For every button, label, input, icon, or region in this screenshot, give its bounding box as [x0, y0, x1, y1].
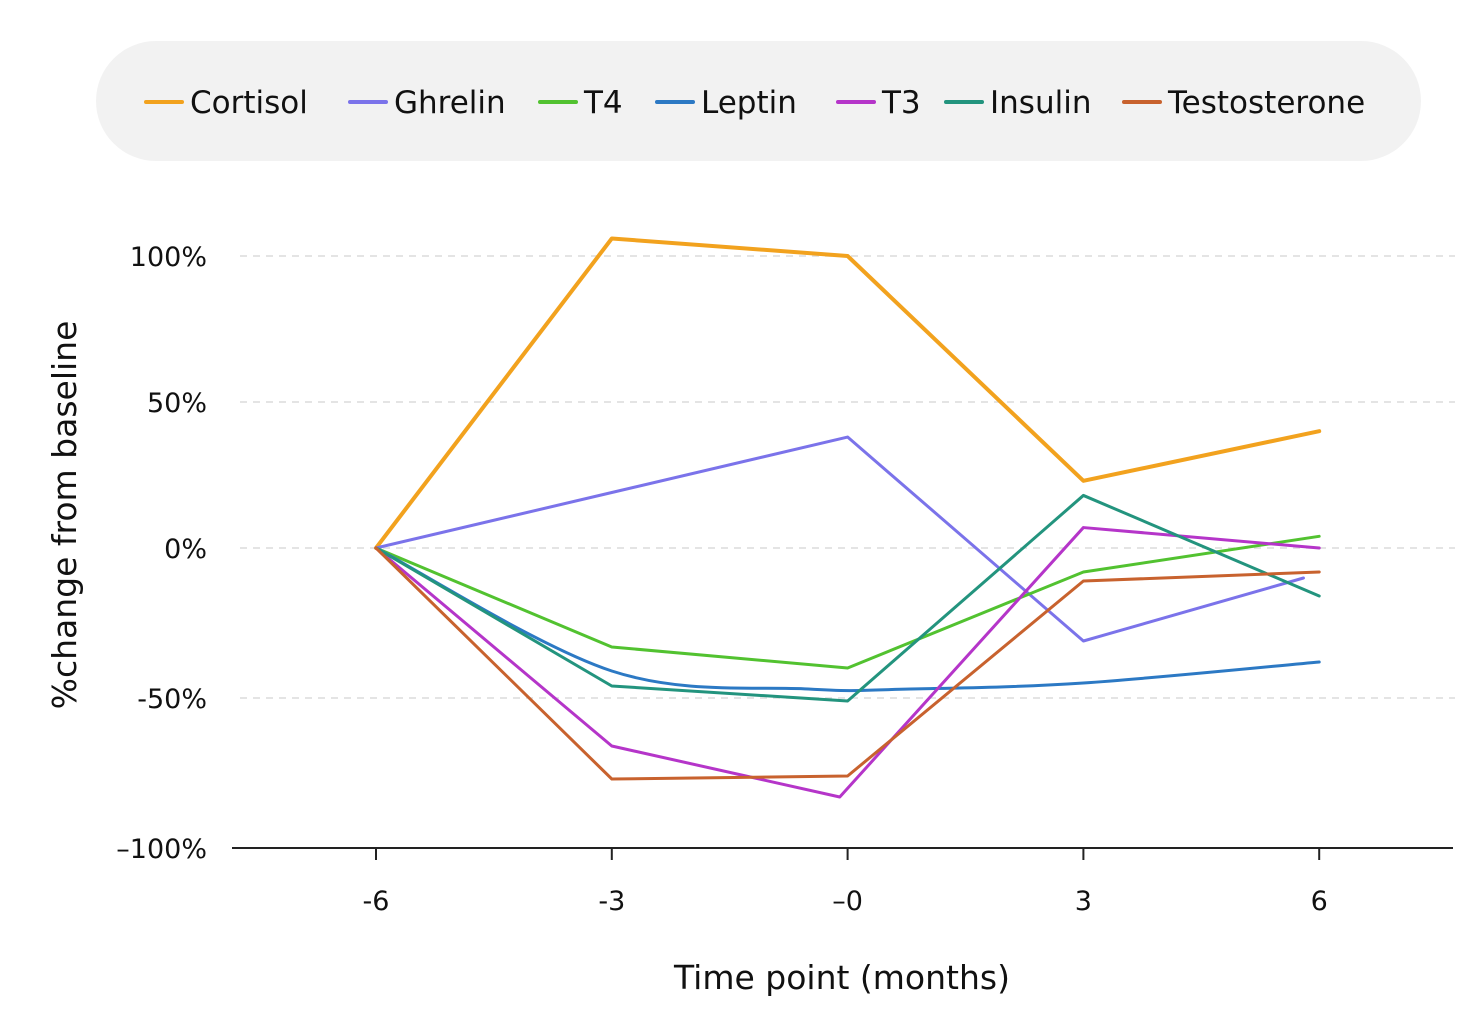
legend-label: Insulin [990, 85, 1091, 121]
series-line-t3 [374, 526, 1321, 799]
legend: Cortisol Ghrelin T4 Leptin T3 Insulin Testoste… [144, 85, 1365, 121]
gridlines [240, 255, 1455, 699]
x-axis-title: Time point (months) [673, 958, 1010, 997]
series-line-leptin [374, 546, 1321, 693]
legend-label: Leptin [701, 85, 797, 121]
y-tick-label: –100% [116, 834, 207, 865]
legend-box [96, 41, 1421, 161]
legend-label: Testosterone [1167, 85, 1365, 121]
tick-labels: 100% 50% 0% -50% –100% -6 -3 –0 3 6 [116, 242, 1327, 917]
legend-label: Cortisol [190, 85, 308, 121]
series-line-t4 [374, 534, 1321, 670]
y-tick-label: 100% [130, 242, 207, 273]
x-tick-label: -6 [363, 886, 390, 917]
x-tick-label: -3 [598, 886, 625, 917]
y-tick-label: -50% [137, 684, 207, 715]
x-tick-label: 3 [1075, 886, 1092, 917]
y-axis-title: %change from baseline [45, 321, 84, 710]
series-line-insulin [374, 493, 1321, 703]
series-line-testosterone [374, 546, 1321, 781]
legend-label: T4 [583, 85, 623, 121]
legend-label: Ghrelin [394, 85, 506, 121]
series-line-ghrelin [374, 435, 1305, 643]
y-tick-label: 50% [147, 388, 207, 419]
legend-label: T3 [881, 85, 921, 121]
series-line-cortisol [374, 236, 1322, 550]
x-tick-label: 6 [1311, 886, 1328, 917]
series-lines [374, 236, 1322, 799]
x-tick-label: –0 [832, 886, 863, 917]
axes [232, 847, 1453, 860]
y-tick-label: 0% [164, 534, 207, 565]
